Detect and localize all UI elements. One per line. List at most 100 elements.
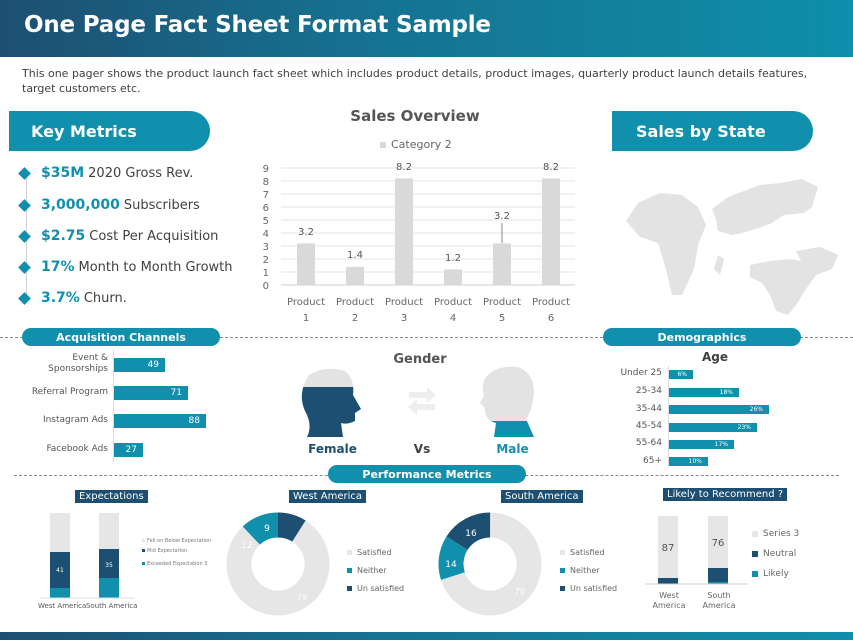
svg-text:1: 1 [303,313,309,324]
channel-label: Referral Program [31,387,108,397]
sales-overview-chart: 9 8 7 6 5 4 3 2 1 0 3.2 1.4 8.2 1.2 3.2 8.2 Produc… [263,162,575,324]
diamond-icon [18,166,31,180]
sales-legend: Category 2 [380,138,452,151]
age-label: Under 25 [620,368,662,378]
south-donut-legend: Satisfied Neither Un satisfied [560,548,617,602]
svg-text:79: 79 [297,593,307,602]
age-bar: 6% [669,370,693,379]
intro-text: This one pager shows the product launch … [22,67,808,95]
age-title: Age [701,350,728,364]
channel-label: Facebook Ads [46,444,108,454]
svg-text:7: 7 [263,190,269,201]
svg-text:Product: Product [532,297,570,308]
page-title: One Page Fact Sheet Format Sample [24,12,491,38]
key-metrics-header: Key Metrics [9,111,210,151]
expectations-chart: 41 35 [40,513,135,599]
svg-text:41: 41 [56,567,64,574]
svg-text:35: 35 [105,562,113,569]
svg-text:1.4: 1.4 [347,250,363,261]
svg-text:2: 2 [352,313,358,324]
svg-text:87: 87 [662,543,675,554]
age-bar: 17% [669,440,734,449]
diamond-icon [18,229,31,243]
svg-text:3: 3 [263,242,269,253]
axis-line [113,350,114,462]
svg-text:3.2: 3.2 [494,211,510,222]
svg-text:8.2: 8.2 [543,162,559,173]
section-divider [0,337,853,338]
world-map-icon [626,179,838,315]
recommend-chart: 87 76 [645,516,748,585]
recommend-title: Likely to Recommend ? [663,488,788,501]
svg-text:2: 2 [263,255,269,266]
svg-text:8.2: 8.2 [396,162,412,173]
age-bar: 26% [669,405,769,414]
expectations-category: South America [86,602,138,610]
recommend-category: West America [652,591,686,610]
svg-text:6: 6 [263,203,269,214]
svg-text:6: 6 [548,313,554,324]
metric-item: 17% Month to Month Growth [18,259,233,275]
channel-bar: 71 [114,386,188,400]
svg-text:Product: Product [434,297,472,308]
svg-text:4: 4 [263,229,269,240]
age-label: 65+ [643,456,662,466]
svg-text:14: 14 [445,560,457,570]
demographics-header: Demographics [603,328,801,346]
svg-text:9: 9 [264,524,270,534]
channel-bar: 27 [114,443,143,457]
female-head-icon [301,368,362,437]
south-america-donut: 16 14 70 [438,512,542,616]
svg-text:1.2: 1.2 [445,253,461,264]
vs-label: Vs [413,442,431,456]
svg-text:Product: Product [385,297,423,308]
sales-by-state-header: Sales by State [612,111,813,151]
header-banner [0,0,853,57]
age-bar: 10% [669,457,708,466]
male-label: Male [496,442,529,456]
svg-text:16: 16 [465,529,477,539]
expectations-category: West America [38,602,87,610]
svg-text:3: 3 [401,313,407,324]
footer-bar [0,632,853,640]
svg-text:Product: Product [336,297,374,308]
svg-text:Product: Product [287,297,325,308]
west-donut-legend: Satisfied Neither Un satisfied [347,548,404,602]
female-label: Female [308,442,357,456]
svg-text:5: 5 [499,313,505,324]
svg-text:0: 0 [263,281,269,292]
diamond-icon [18,198,31,212]
swap-arrows-icon [408,387,436,415]
male-head-icon [480,366,534,437]
expectations-legend: Fell on Below Expectation Mid Expectatio… [142,538,212,568]
channel-label: Instagram Ads [42,415,108,425]
performance-metrics-header: Performance Metrics [328,465,526,483]
age-label: 25-34 [635,386,662,396]
channel-bar: 49 [114,358,165,372]
age-label: 45-54 [635,421,662,431]
diamond-icon [18,260,31,274]
expectations-title: Expectations [75,490,148,503]
acquisition-channels-header: Acquisition Channels [22,328,220,346]
svg-text:4: 4 [450,313,456,324]
metric-item: $35M 2020 Gross Rev. [18,165,193,181]
age-label: 55-64 [635,438,662,448]
channel-label: Event & Sponsorships [48,353,108,374]
sales-overview-title: Sales Overview [350,107,480,125]
svg-text:Product: Product [483,297,521,308]
age-bar: 18% [669,388,739,397]
age-label: 35-44 [635,404,662,414]
svg-text:5: 5 [263,216,269,227]
age-bar: 23% [669,423,757,432]
svg-text:1: 1 [263,268,269,279]
recommend-category: South America [702,591,736,610]
svg-text:3.2: 3.2 [298,227,314,238]
legend-swatch [380,141,386,148]
svg-text:12: 12 [241,541,252,551]
axis-line [668,366,669,466]
west-america-title: West America [289,490,367,503]
metric-item: $2.75 Cost Per Acquisition [18,228,218,244]
channel-bar: 88 [114,414,206,428]
svg-text:76: 76 [712,538,725,549]
diamond-icon [18,291,31,305]
